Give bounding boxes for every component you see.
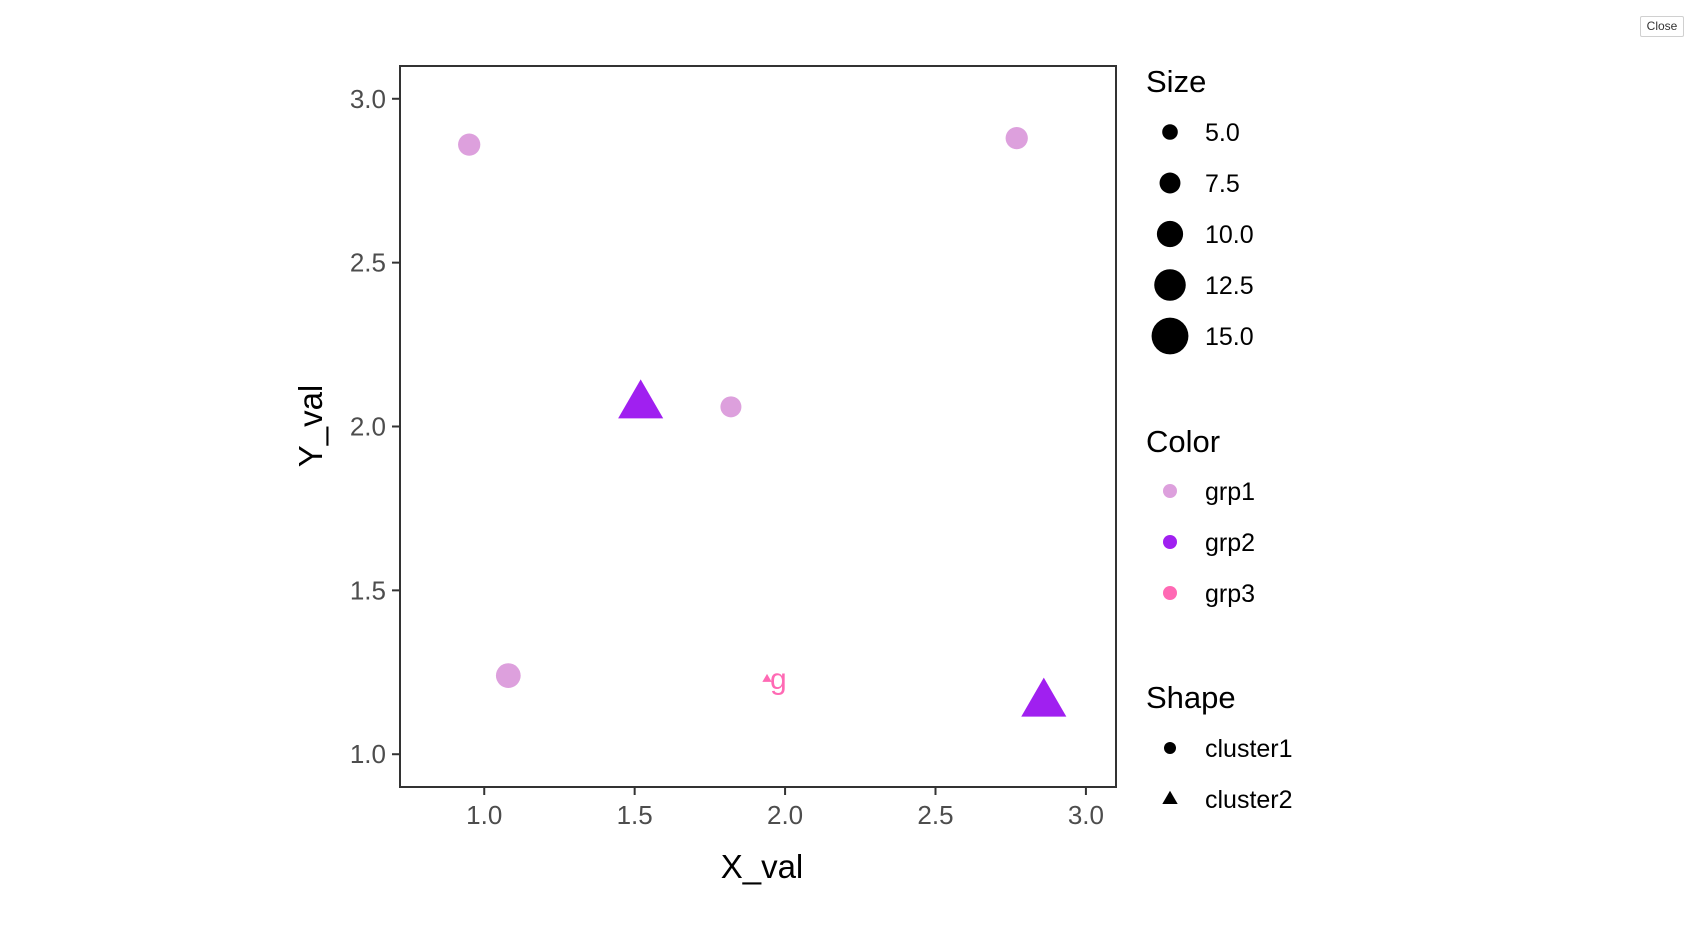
point-grp3-cluster2: [762, 673, 772, 682]
x-tick-label: 2.5: [917, 800, 953, 830]
x-axis-title: X_val: [721, 848, 804, 885]
legend-key-size: [1156, 220, 1184, 248]
y-axis-title: Y_val: [292, 385, 329, 468]
legend-label-size: 15.0: [1205, 323, 1254, 351]
y-tick-label: 1.5: [350, 575, 386, 605]
point-label: g: [770, 663, 787, 696]
point-grp1-cluster1: [1005, 126, 1028, 150]
point-grp2-cluster2: [618, 379, 664, 419]
legend-key-shape-triangle: [1162, 790, 1178, 805]
close-button[interactable]: Close: [1640, 16, 1684, 37]
legend-key-color: [1163, 535, 1177, 549]
legend-label-size: 7.5: [1205, 170, 1240, 198]
x-tick-label: 2.0: [767, 800, 803, 830]
x-tick-label: 3.0: [1068, 800, 1104, 830]
y-tick-label: 1.0: [350, 739, 386, 769]
y-axis: 1.0 1.5 2.0 2.5 3.0: [350, 84, 400, 769]
legend-label-size: 12.5: [1205, 272, 1254, 300]
data-points: g: [458, 126, 1067, 717]
legend-key-size: [1162, 124, 1178, 140]
legend: Size 5.0 7.5 10.0 12.5 15.0 Color grp1 grp2 grp3 S…: [1146, 64, 1293, 814]
plot-panel: [399, 65, 1117, 788]
y-tick-label: 2.5: [350, 248, 386, 278]
legend-title-size: Size: [1146, 64, 1206, 99]
legend-key-shape-circle: [1164, 742, 1176, 754]
point-grp1-cluster1: [495, 663, 521, 688]
legend-label-size: 10.0: [1205, 221, 1254, 249]
legend-label-size: 5.0: [1205, 119, 1240, 147]
y-tick-label: 3.0: [350, 84, 386, 114]
legend-key-color: [1163, 586, 1177, 600]
legend-label-shape: cluster1: [1205, 735, 1293, 763]
x-axis: 1.0 1.5 2.0 2.5 3.0: [466, 787, 1104, 830]
legend-title-shape: Shape: [1146, 680, 1236, 715]
legend-label-color: grp2: [1205, 529, 1255, 557]
legend-label-color: grp3: [1205, 580, 1255, 608]
point-grp2-cluster2: [1021, 677, 1067, 717]
point-grp1-cluster1: [458, 133, 481, 156]
legend-label-shape: cluster2: [1205, 786, 1293, 814]
legend-label-color: grp1: [1205, 478, 1255, 506]
x-tick-label: 1.0: [466, 800, 502, 830]
legend-key-size: [1154, 269, 1186, 301]
legend-key-size: [1151, 317, 1189, 355]
legend-key-color: [1163, 484, 1177, 498]
y-tick-label: 2.0: [350, 412, 386, 442]
legend-title-color: Color: [1146, 424, 1220, 459]
point-grp1-cluster1: [720, 396, 742, 418]
x-tick-label: 1.5: [617, 800, 653, 830]
legend-key-size: [1159, 172, 1181, 194]
